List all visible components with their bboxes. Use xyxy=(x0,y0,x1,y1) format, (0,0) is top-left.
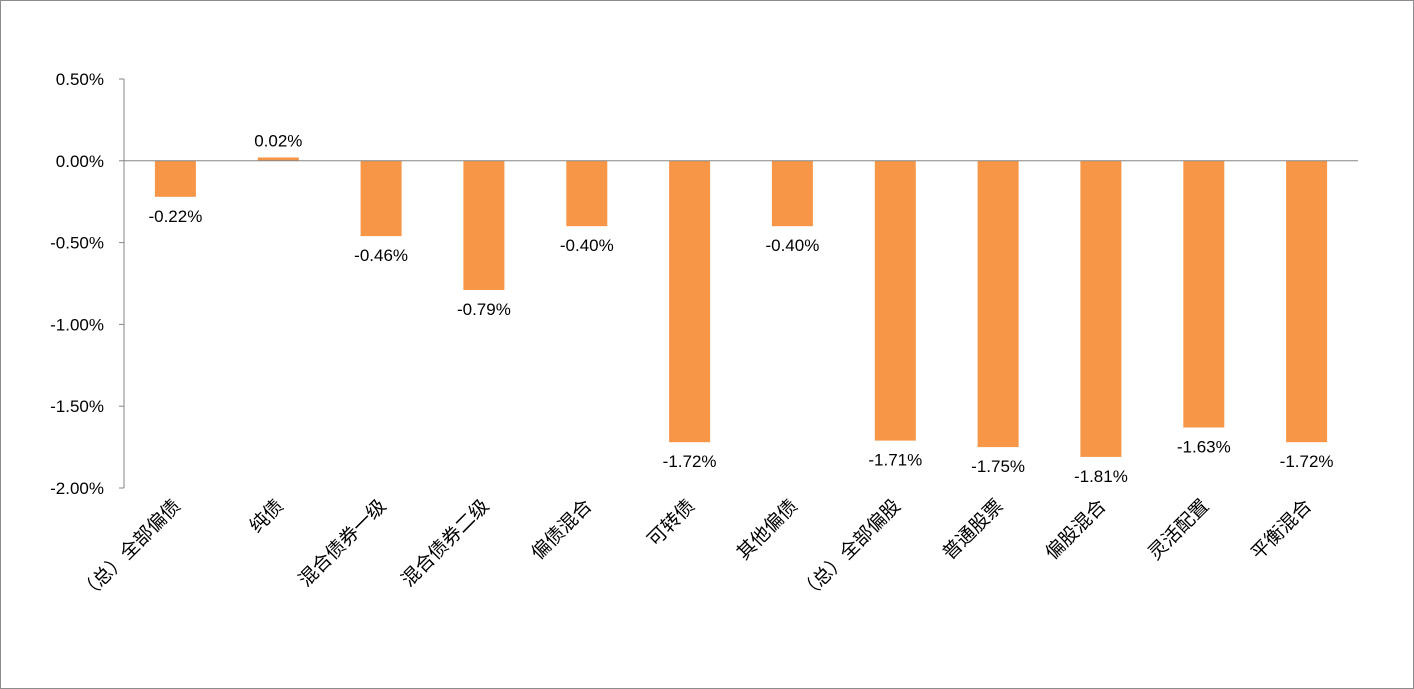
data-label: -0.46% xyxy=(354,246,408,265)
bar xyxy=(154,160,196,197)
data-label: -1.63% xyxy=(1177,438,1231,457)
x-category-label: 纯债 xyxy=(245,495,287,537)
x-category-label: （总）全部偏债 xyxy=(75,495,185,605)
x-category-label: 其他偏债 xyxy=(733,495,802,564)
y-tick-label: -2.00% xyxy=(50,479,104,498)
x-category-label: 偏债混合 xyxy=(527,495,596,564)
category-labels: （总）全部偏债 纯债 混合债券一级 混合债券二级 偏债混合 可转债 其他偏债（总）全部偏股普… xyxy=(75,495,1316,605)
bar xyxy=(1183,160,1225,428)
bar xyxy=(1080,160,1122,457)
x-category-label: 平衡混合 xyxy=(1247,495,1316,564)
y-tick-label: 0.50% xyxy=(56,70,104,89)
data-label: -0.40% xyxy=(560,236,614,255)
bar xyxy=(874,160,916,441)
y-tick-label: -1.00% xyxy=(50,315,104,334)
bar xyxy=(360,160,402,237)
data-label: -1.75% xyxy=(971,457,1025,476)
bar xyxy=(977,160,1019,448)
bars xyxy=(154,157,1328,457)
bar xyxy=(257,157,299,161)
x-category-label: 可转债 xyxy=(643,495,699,551)
value-labels: -0.22% 0.02% -0.46% -0.79% -0.40% -1.72% -0.40… xyxy=(148,132,1333,486)
bar xyxy=(669,160,711,443)
data-label: -0.40% xyxy=(765,236,819,255)
data-label: -0.79% xyxy=(457,300,511,319)
x-category-label: 普通股票 xyxy=(938,495,1007,564)
x-category-label: 混合债券二级 xyxy=(397,495,493,591)
y-tick-label: -1.50% xyxy=(50,397,104,416)
data-label: -1.71% xyxy=(868,451,922,470)
data-label: 0.02% xyxy=(254,132,302,151)
bar xyxy=(566,160,608,227)
x-category-label: 混合债券一级 xyxy=(294,495,390,591)
bar xyxy=(463,160,505,290)
bar xyxy=(1286,160,1328,443)
x-category-label: 偏股混合 xyxy=(1041,495,1110,564)
y-tick-label: 0.00% xyxy=(56,152,104,171)
x-category-label: （总）全部偏股 xyxy=(795,495,905,605)
data-label: -1.72% xyxy=(663,452,717,471)
y-tick-label: -0.50% xyxy=(50,234,104,253)
y-axis: 0.50% 0.00% -0.50% -1.00% -1.50% -2.00% xyxy=(50,70,125,498)
data-label: -1.81% xyxy=(1074,467,1128,486)
bar xyxy=(771,160,813,227)
data-label: -0.22% xyxy=(148,207,202,226)
x-category-label: 灵活配置 xyxy=(1144,495,1213,564)
data-label: -1.72% xyxy=(1280,452,1334,471)
